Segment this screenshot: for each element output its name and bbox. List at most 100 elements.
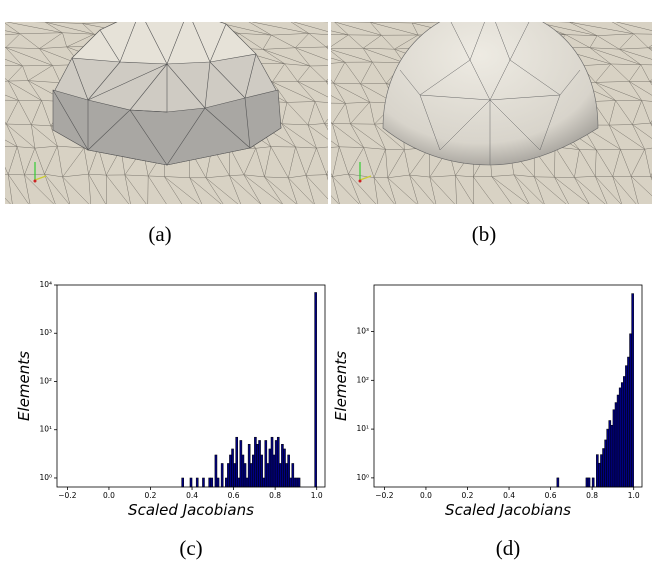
bar: [603, 449, 605, 487]
caption: (a): [148, 222, 171, 246]
mesh-edge: [289, 21, 328, 22]
x-tick-label: 0.4: [503, 491, 515, 500]
bar: [283, 449, 285, 487]
mesh-edge: [397, 206, 419, 208]
bar: [196, 478, 198, 487]
mesh-edge: [571, 205, 590, 208]
bar: [600, 455, 602, 487]
caption: (b): [472, 222, 497, 246]
mesh-edge: [328, 20, 365, 22]
mesh-edge: [378, 207, 397, 208]
bar: [286, 463, 288, 487]
bar: [279, 463, 281, 487]
bar: [254, 437, 256, 487]
mesh-edge: [569, 20, 608, 22]
mesh-edge: [608, 205, 622, 206]
y-tick-label: 10⁴: [39, 280, 52, 289]
figure: (a) (b) (c) (d) −0.2 0.0 0.2 0.4 0.6 0.8 1.0 10…: [0, 0, 652, 561]
y-axis-label: Elements: [15, 351, 33, 421]
mesh-edge: [529, 21, 569, 22]
mesh-edge: [106, 206, 131, 207]
x-tick-label: 1.0: [628, 491, 640, 500]
bar: [598, 463, 600, 487]
mesh-edge: [514, 205, 530, 207]
bar: [609, 421, 611, 487]
bar: [232, 449, 234, 487]
bar: [234, 463, 236, 487]
bar: [217, 478, 219, 487]
bar: [607, 429, 609, 487]
mesh-edge: [324, 205, 339, 207]
bar: [211, 478, 213, 487]
y-tick-label: 10⁰: [356, 473, 369, 482]
bar: [557, 478, 559, 487]
bar: [588, 478, 590, 487]
mesh-edge: [419, 206, 437, 207]
y-axis-label: Elements: [332, 351, 350, 421]
mesh-edge: [70, 205, 91, 206]
x-tick-label: −0.2: [58, 491, 76, 500]
y-tick-label: 10¹: [356, 424, 369, 433]
bar: [227, 463, 229, 487]
render-faceted: [0, 11, 380, 208]
bar: [236, 437, 238, 487]
y-tick-label: 10²: [356, 375, 369, 384]
caption: (d): [496, 536, 521, 560]
mesh-edge: [208, 20, 247, 21]
bar: [625, 366, 627, 487]
bar: [225, 478, 227, 487]
bar: [240, 440, 242, 487]
y-tick-label: 10³: [39, 328, 52, 337]
bar: [296, 478, 298, 487]
mesh-edge: [242, 204, 261, 207]
bar: [298, 478, 300, 487]
bar: [619, 388, 621, 487]
render-curved: [291, 8, 652, 208]
bar: [623, 376, 625, 487]
x-tick-label: 0.8: [586, 491, 598, 500]
bar: [611, 425, 613, 487]
bar: [273, 455, 275, 487]
mesh-edge: [0, 36, 6, 48]
bar: [182, 478, 184, 487]
x-tick-label: 0.4: [186, 491, 198, 500]
mesh-edge: [131, 206, 148, 207]
bar: [315, 292, 317, 487]
bar: [630, 334, 632, 487]
bar: [242, 455, 244, 487]
x-tick-label: 0.0: [103, 491, 115, 500]
bar: [248, 444, 250, 487]
bar: [256, 444, 258, 487]
caption: (c): [179, 536, 202, 560]
x-axis-label: Scaled Jacobians: [128, 501, 254, 519]
bar: [265, 440, 267, 487]
x-tick-label: 0.6: [228, 491, 240, 500]
bar: [621, 383, 623, 487]
mesh-edge: [0, 21, 2, 22]
bar: [596, 455, 598, 487]
mesh-edge: [167, 205, 182, 206]
mesh-edge: [336, 206, 359, 207]
x-tick-label: 0.6: [545, 491, 557, 500]
bar: [229, 455, 231, 487]
x-axis-label: Scaled Jacobians: [445, 501, 571, 519]
bar: [615, 403, 617, 487]
mesh-edge: [315, 205, 336, 208]
bar: [261, 455, 263, 487]
bar: [238, 478, 240, 487]
mesh-edge: [91, 206, 107, 207]
x-tick-label: 0.0: [420, 491, 432, 500]
bar: [627, 357, 629, 487]
x-tick-label: 0.2: [145, 491, 157, 500]
x-tick-label: 0.8: [269, 491, 281, 500]
bar: [592, 478, 594, 487]
mesh-edge: [0, 47, 6, 48]
bar: [221, 463, 223, 487]
mesh-edge: [261, 204, 284, 205]
mesh-edge: [340, 205, 362, 206]
bar: [613, 410, 615, 487]
bar: [586, 478, 588, 487]
bar: [277, 437, 279, 487]
x-tick-label: 1.0: [311, 491, 323, 500]
bar: [202, 478, 204, 487]
